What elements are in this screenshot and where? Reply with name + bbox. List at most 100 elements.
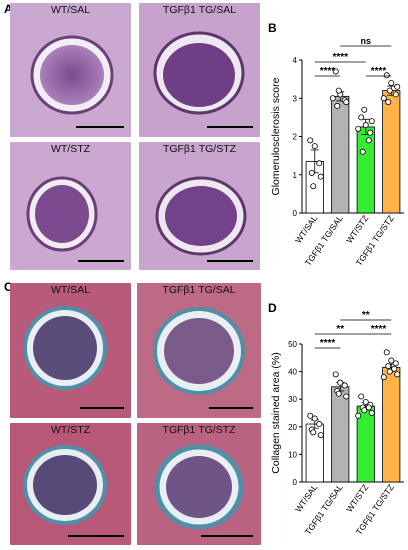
significance-label: **** bbox=[332, 52, 348, 63]
data-point bbox=[380, 95, 387, 102]
data-point bbox=[365, 404, 372, 411]
data-point bbox=[310, 183, 317, 190]
micrograph-label: TGFβ1 TG/SAL bbox=[162, 284, 236, 296]
data-point bbox=[332, 371, 339, 378]
scale-bar bbox=[68, 535, 124, 537]
data-point bbox=[386, 87, 393, 94]
micrograph-label: WT/SAL bbox=[50, 4, 91, 16]
micrograph-c-wt-sal: WT/SAL bbox=[10, 283, 131, 418]
micrograph-image bbox=[10, 283, 131, 418]
data-point bbox=[394, 83, 401, 90]
micrograph-a-tg-sal: TGFβ1 TG/SAL bbox=[139, 3, 260, 137]
x-tick-label: WT/STZ bbox=[344, 482, 370, 514]
data-point bbox=[383, 72, 390, 79]
data-point bbox=[388, 79, 395, 86]
data-point bbox=[359, 148, 366, 155]
significance-label: ** bbox=[362, 310, 370, 321]
data-point bbox=[311, 143, 318, 150]
panel-letter-a: A bbox=[4, 2, 13, 16]
y-tick-label: 50 bbox=[288, 340, 297, 349]
data-point bbox=[311, 415, 318, 422]
data-point bbox=[386, 368, 393, 375]
micrograph-c-tg-stz: TGFβ1 TG/STZ bbox=[137, 423, 261, 545]
panel-letter-b: B bbox=[268, 21, 277, 35]
y-tick-label: 0 bbox=[293, 478, 298, 487]
data-point bbox=[380, 374, 387, 381]
data-point bbox=[355, 412, 362, 419]
panel-letter-d: D bbox=[268, 301, 277, 315]
significance-label: **** bbox=[371, 66, 387, 77]
data-point bbox=[334, 102, 341, 109]
panel-letter-c: C bbox=[4, 280, 13, 294]
data-point bbox=[392, 360, 399, 367]
data-point bbox=[341, 382, 348, 389]
micrograph-a-wt-stz: WT/STZ bbox=[10, 142, 131, 270]
data-point bbox=[385, 363, 392, 370]
data-point bbox=[337, 379, 344, 386]
bar bbox=[331, 386, 350, 483]
micrograph-a-wt-sal: WT/SAL bbox=[10, 3, 131, 137]
data-point bbox=[335, 390, 342, 397]
data-point bbox=[385, 99, 392, 106]
data-point bbox=[365, 137, 372, 144]
x-tick-label: WT/SAL bbox=[293, 213, 319, 245]
data-point bbox=[368, 118, 375, 125]
x-tick-label: WT/SAL bbox=[293, 482, 319, 514]
y-tick-label: 40 bbox=[288, 368, 297, 377]
scale-bar bbox=[207, 126, 253, 128]
data-point bbox=[362, 398, 369, 405]
y-tick-label: 20 bbox=[288, 423, 297, 432]
data-point bbox=[343, 393, 350, 400]
scale-bar bbox=[209, 407, 253, 409]
data-point bbox=[388, 357, 395, 364]
micrograph-image bbox=[10, 142, 131, 270]
y-tick-label: 3 bbox=[293, 94, 298, 103]
data-point bbox=[362, 122, 369, 129]
micrograph-image bbox=[10, 3, 131, 137]
significance-label: ns bbox=[360, 36, 371, 46]
micrograph-label: WT/STZ bbox=[50, 424, 91, 436]
micrograph-image bbox=[137, 283, 261, 418]
y-tick-label: 30 bbox=[288, 395, 297, 404]
micrograph-c-tg-sal: TGFβ1 TG/SAL bbox=[137, 283, 261, 418]
y-tick-label: 4 bbox=[293, 56, 298, 65]
y-tick-label: 10 bbox=[288, 450, 297, 459]
micrograph-a-tg-stz: TGFβ1 TG/STZ bbox=[139, 142, 260, 270]
scale-bar bbox=[78, 260, 124, 262]
data-point bbox=[368, 410, 375, 417]
data-point bbox=[332, 68, 339, 75]
significance-label: **** bbox=[371, 324, 387, 335]
micrograph-image bbox=[10, 423, 131, 545]
micrograph-image bbox=[139, 3, 260, 137]
data-point bbox=[329, 95, 336, 102]
y-tick-label: 2 bbox=[293, 133, 298, 142]
data-point bbox=[361, 407, 368, 414]
data-point bbox=[307, 412, 314, 419]
micrograph-label: TGFβ1 TG/STZ bbox=[162, 143, 237, 155]
scale-bar bbox=[80, 407, 124, 409]
data-point bbox=[316, 421, 323, 428]
scale-bar bbox=[207, 260, 253, 262]
significance-label: **** bbox=[320, 66, 336, 77]
data-point bbox=[358, 114, 365, 121]
y-tick-label: 0 bbox=[293, 209, 298, 218]
data-point bbox=[343, 99, 350, 106]
chart-d: D 0 10 20 30 40 50 Collagen stained area (%) WT/… bbox=[268, 301, 404, 537]
data-point bbox=[316, 160, 323, 167]
data-point bbox=[317, 432, 324, 439]
data-point bbox=[317, 173, 324, 180]
micrograph-image bbox=[137, 423, 261, 545]
scale-bar bbox=[201, 535, 253, 537]
micrograph-label: WT/STZ bbox=[50, 143, 91, 155]
data-point bbox=[392, 91, 399, 98]
bar bbox=[382, 90, 401, 214]
data-point bbox=[335, 87, 342, 94]
bar bbox=[331, 95, 350, 214]
data-point bbox=[307, 137, 314, 144]
data-point bbox=[310, 429, 317, 436]
data-point bbox=[394, 371, 401, 378]
significance-label: ** bbox=[336, 324, 344, 335]
micrograph-label: WT/SAL bbox=[50, 284, 91, 296]
bar bbox=[382, 367, 401, 483]
